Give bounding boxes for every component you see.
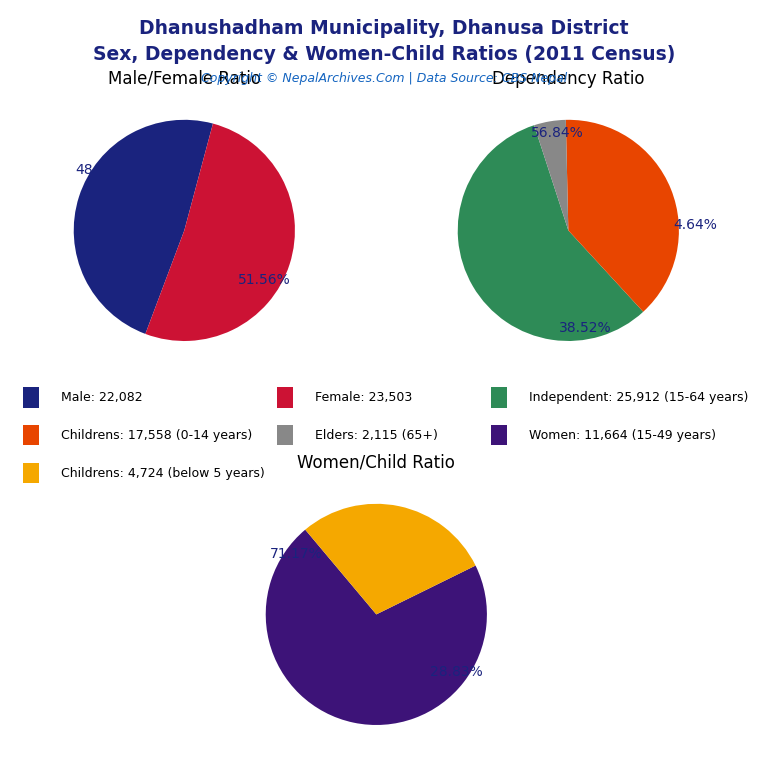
FancyBboxPatch shape <box>491 425 507 445</box>
Text: Sex, Dependency & Women-Child Ratios (2011 Census): Sex, Dependency & Women-Child Ratios (20… <box>93 45 675 64</box>
Text: 4.64%: 4.64% <box>674 218 717 232</box>
Text: 38.52%: 38.52% <box>558 321 611 335</box>
Text: 56.84%: 56.84% <box>531 126 584 140</box>
Text: Independent: 25,912 (15-64 years): Independent: 25,912 (15-64 years) <box>529 391 749 404</box>
Text: 28.83%: 28.83% <box>429 665 482 679</box>
Wedge shape <box>458 125 644 341</box>
Wedge shape <box>74 120 213 334</box>
Text: 71.17%: 71.17% <box>270 547 323 561</box>
Text: Dhanushadham Municipality, Dhanusa District: Dhanushadham Municipality, Dhanusa Distr… <box>139 19 629 38</box>
Title: Male/Female Ratio: Male/Female Ratio <box>108 70 261 88</box>
Text: Childrens: 4,724 (below 5 years): Childrens: 4,724 (below 5 years) <box>61 467 265 480</box>
Text: Female: 23,503: Female: 23,503 <box>316 391 412 404</box>
Text: 48.44%: 48.44% <box>75 163 127 177</box>
Wedge shape <box>305 504 475 614</box>
Text: Women: 11,664 (15-49 years): Women: 11,664 (15-49 years) <box>529 429 717 442</box>
Wedge shape <box>145 124 295 341</box>
FancyBboxPatch shape <box>277 388 293 408</box>
FancyBboxPatch shape <box>23 388 39 408</box>
Text: Elders: 2,115 (65+): Elders: 2,115 (65+) <box>316 429 439 442</box>
FancyBboxPatch shape <box>491 388 507 408</box>
Title: Women/Child Ratio: Women/Child Ratio <box>297 454 455 472</box>
Wedge shape <box>566 120 679 312</box>
Wedge shape <box>535 120 568 230</box>
Wedge shape <box>266 530 487 725</box>
FancyBboxPatch shape <box>23 463 39 483</box>
Text: 51.56%: 51.56% <box>237 273 290 287</box>
Title: Dependency Ratio: Dependency Ratio <box>492 70 644 88</box>
Text: Childrens: 17,558 (0-14 years): Childrens: 17,558 (0-14 years) <box>61 429 253 442</box>
FancyBboxPatch shape <box>23 425 39 445</box>
FancyBboxPatch shape <box>277 425 293 445</box>
Text: Copyright © NepalArchives.Com | Data Source: CBS Nepal: Copyright © NepalArchives.Com | Data Sou… <box>201 72 567 85</box>
Text: Male: 22,082: Male: 22,082 <box>61 391 143 404</box>
